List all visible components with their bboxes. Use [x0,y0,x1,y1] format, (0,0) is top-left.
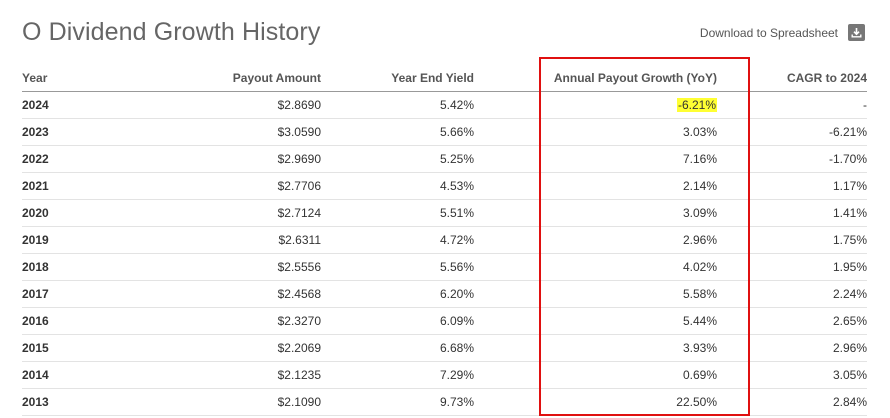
year-end-yield-cell: 5.25% [321,145,474,173]
year-end-yield-cell: 5.51% [321,199,474,227]
table-row: 2013 $2.1090 9.73% 22.50% 2.84% [22,388,867,416]
year-cell: 2016 [22,307,102,335]
column-header-cagr[interactable]: CAGR to 2024 [717,64,867,92]
year-cell: 2022 [22,145,102,173]
dividend-growth-table: Year Payout Amount Year End Yield Annual… [22,64,867,416]
table-row: 2019 $2.6311 4.72% 2.96% 1.75% [22,226,867,254]
table-row: 2024 $2.8690 5.42% -6.21% - [22,91,867,119]
year-cell: 2024 [22,91,102,119]
payout-growth-cell: 4.02% [474,253,717,281]
payout-amount-cell: $2.4568 [102,280,321,308]
payout-growth-cell: 0.69% [474,361,717,389]
payout-amount-cell: $2.7124 [102,199,321,227]
cagr-cell: -1.70% [717,145,867,173]
table-row: 2018 $2.5556 5.56% 4.02% 1.95% [22,253,867,281]
payout-growth-cell: 3.93% [474,334,717,362]
year-cell: 2014 [22,361,102,389]
payout-growth-cell: 2.96% [474,226,717,254]
column-header-year-end-yield[interactable]: Year End Yield [321,64,474,92]
payout-growth-cell: 5.44% [474,307,717,335]
download-spreadsheet-button[interactable]: Download to Spreadsheet [700,24,865,41]
payout-growth-cell: 3.03% [474,118,717,146]
column-header-year[interactable]: Year [22,64,102,92]
highlighted-value: -6.21% [676,98,717,112]
year-end-yield-cell: 6.09% [321,307,474,335]
payout-amount-cell: $2.5556 [102,253,321,281]
year-end-yield-cell: 7.29% [321,361,474,389]
year-end-yield-cell: 5.42% [321,91,474,119]
table-row: 2021 $2.7706 4.53% 2.14% 1.17% [22,172,867,200]
payout-amount-cell: $2.9690 [102,145,321,173]
download-label[interactable]: Download to Spreadsheet [699,25,838,40]
payout-amount-cell: $2.3270 [102,307,321,335]
payout-amount-cell: $3.0590 [102,118,321,146]
cagr-cell: 2.24% [717,280,867,308]
column-header-payout-amount[interactable]: Payout Amount [102,64,321,92]
column-header-annual-payout-growth[interactable]: Annual Payout Growth (YoY) [474,64,717,92]
year-cell: 2020 [22,199,102,227]
table-row: 2017 $2.4568 6.20% 5.58% 2.24% [22,280,867,308]
year-cell: 2019 [22,226,102,254]
cagr-cell: -6.21% [717,118,867,146]
table-row: 2020 $2.7124 5.51% 3.09% 1.41% [22,199,867,227]
cagr-cell: 3.05% [717,361,867,389]
payout-amount-cell: $2.1090 [102,388,321,416]
table-row: 2022 $2.9690 5.25% 7.16% -1.70% [22,145,867,173]
payout-amount-cell: $2.7706 [102,172,321,200]
year-end-yield-cell: 4.53% [321,172,474,200]
cagr-cell: 2.65% [717,307,867,335]
year-cell: 2023 [22,118,102,146]
payout-growth-cell: 3.09% [474,199,717,227]
payout-growth-cell: 22.50% [474,388,717,416]
table-row: 2023 $3.0590 5.66% 3.03% -6.21% [22,118,867,146]
payout-amount-cell: $2.6311 [102,226,321,254]
year-cell: 2017 [22,280,102,308]
payout-amount-cell: $2.8690 [102,91,321,119]
cagr-cell: 2.84% [717,388,867,416]
year-end-yield-cell: 6.68% [321,334,474,362]
payout-growth-cell: 2.14% [474,172,717,200]
year-cell: 2013 [22,388,102,416]
year-cell: 2021 [22,172,102,200]
year-cell: 2018 [22,253,102,281]
year-end-yield-cell: 6.20% [321,280,474,308]
cagr-cell: 2.96% [717,334,867,362]
year-end-yield-cell: 4.72% [321,226,474,254]
year-end-yield-cell: 5.66% [321,118,474,146]
page-title: O Dividend Growth History [22,18,321,46]
cagr-cell: 1.17% [717,172,867,200]
year-end-yield-cell: 9.73% [321,388,474,416]
payout-amount-cell: $2.2069 [102,334,321,362]
table-row: 2016 $2.3270 6.09% 5.44% 2.65% [22,307,867,335]
table-header-row: Year Payout Amount Year End Yield Annual… [22,64,867,92]
year-end-yield-cell: 5.56% [321,253,474,281]
payout-growth-cell: 5.58% [474,280,717,308]
cagr-cell: 1.95% [717,253,867,281]
payout-growth-cell: -6.21% [474,91,717,119]
payout-growth-cell: 7.16% [474,145,717,173]
table-row: 2015 $2.2069 6.68% 3.93% 2.96% [22,334,867,362]
download-icon[interactable] [848,24,865,41]
cagr-cell: 1.75% [717,226,867,254]
year-cell: 2015 [22,334,102,362]
payout-amount-cell: $2.1235 [102,361,321,389]
cagr-cell: - [717,91,867,119]
table-row: 2014 $2.1235 7.29% 0.69% 3.05% [22,361,867,389]
cagr-cell: 1.41% [717,199,867,227]
